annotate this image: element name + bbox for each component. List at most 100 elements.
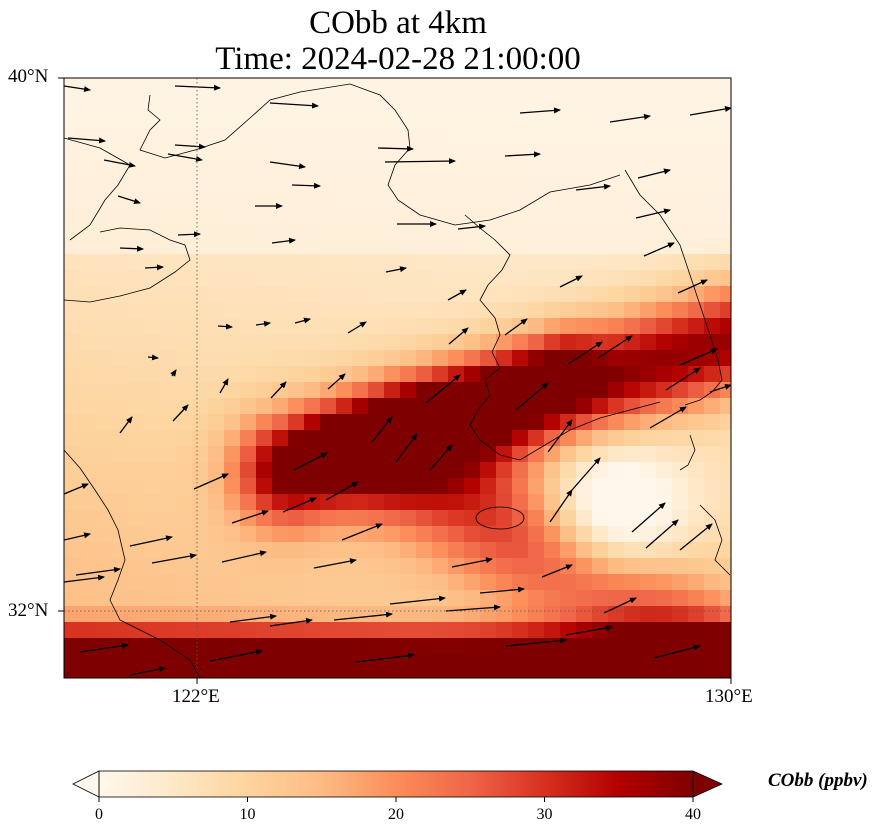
wind-arrow [643, 242, 675, 257]
field-cell [464, 110, 481, 127]
field-cell [528, 110, 545, 127]
field-cell [80, 398, 97, 415]
field-cell [592, 414, 609, 431]
field-cell [528, 94, 545, 111]
field-cell [720, 334, 731, 351]
colorbar-body [99, 771, 693, 797]
field-cell [368, 494, 385, 511]
field-cell [144, 158, 161, 175]
field-cell [160, 558, 177, 575]
field-cell [656, 382, 673, 399]
field-cell [160, 302, 177, 319]
field-cell [576, 222, 593, 239]
field-cell [192, 126, 209, 143]
field-cell [256, 366, 273, 383]
field-cell [160, 606, 177, 623]
field-cell [352, 398, 369, 415]
wind-arrow [395, 433, 418, 463]
field-cell [128, 382, 145, 399]
field-cell [304, 430, 321, 447]
field-cell [512, 494, 529, 511]
field-cell [384, 254, 401, 271]
field-cell [432, 670, 449, 678]
field-cell [272, 286, 289, 303]
wind-arrow [609, 113, 651, 123]
field-cell [112, 574, 129, 591]
field-cell [192, 510, 209, 527]
field-cell [496, 638, 513, 655]
field-cell [560, 206, 577, 223]
field-cell [624, 350, 641, 367]
field-cell [608, 206, 625, 223]
field-cell [624, 94, 641, 111]
field-cell [544, 494, 561, 511]
field-cell [288, 78, 305, 95]
field-cell [368, 318, 385, 335]
field-cell [576, 94, 593, 111]
field-cell [128, 398, 145, 415]
field-cell [224, 142, 241, 159]
field-cell [704, 190, 721, 207]
wind-arrow [447, 289, 467, 301]
field-cell [560, 270, 577, 287]
field-cell [240, 414, 257, 431]
field-cell [512, 94, 529, 111]
field-cell [656, 142, 673, 159]
field-cell [112, 334, 129, 351]
field-cell [368, 430, 385, 447]
field-cell [576, 574, 593, 591]
field-cell [496, 334, 513, 351]
field-cell [240, 126, 257, 143]
field-cell [352, 414, 369, 431]
field-cell [96, 382, 113, 399]
field-cell [224, 478, 241, 495]
field-cell [224, 494, 241, 511]
field-cell [80, 542, 97, 559]
wind-arrow [269, 617, 313, 627]
field-cell [208, 494, 225, 511]
field-cell [672, 286, 689, 303]
field-cell [624, 574, 641, 591]
field-cell [160, 494, 177, 511]
field-cell [688, 318, 705, 335]
field-cell [448, 302, 465, 319]
field-cell [64, 414, 81, 431]
field-cell [288, 446, 305, 463]
field-cell [528, 78, 545, 95]
field-cell [80, 622, 97, 639]
field-cell [448, 510, 465, 527]
field-cell [224, 206, 241, 223]
field-cell [240, 94, 257, 111]
field-cell [288, 190, 305, 207]
field-cell [240, 526, 257, 543]
field-cell [576, 542, 593, 559]
field-cell [672, 190, 689, 207]
field-cell [400, 670, 417, 678]
field-cell [656, 94, 673, 111]
field-cell [384, 174, 401, 191]
field-cell [464, 174, 481, 191]
field-cell [432, 318, 449, 335]
field-cell [592, 254, 609, 271]
field-cell [400, 206, 417, 223]
field-cell [672, 526, 689, 543]
field-cell [416, 78, 433, 95]
field-cell [544, 142, 561, 159]
field-cell [80, 110, 97, 127]
field-cell [640, 382, 657, 399]
field-cell [208, 398, 225, 415]
field-cell [720, 606, 731, 623]
field-cell [432, 254, 449, 271]
field-cell [448, 542, 465, 559]
field-cell [624, 622, 641, 639]
field-cell [608, 158, 625, 175]
field-cell [464, 238, 481, 255]
field-cell [448, 366, 465, 383]
field-cell [464, 190, 481, 207]
field-cell [304, 110, 321, 127]
field-cell [656, 78, 673, 95]
field-cell [336, 238, 353, 255]
field-cell [384, 622, 401, 639]
field-cell [320, 590, 337, 607]
field-cell [528, 286, 545, 303]
